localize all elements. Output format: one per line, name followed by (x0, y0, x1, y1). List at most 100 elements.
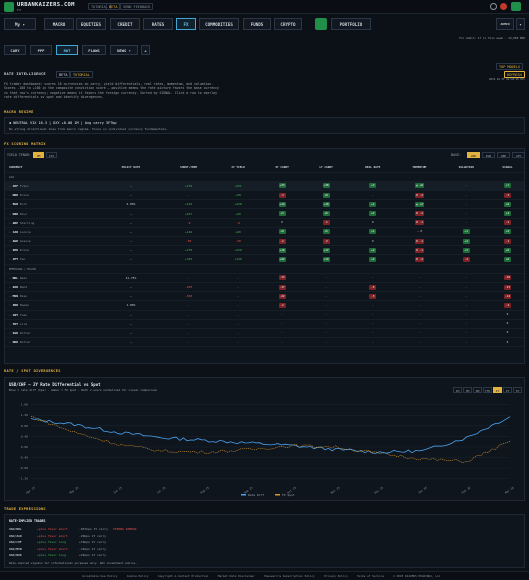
table-row[interactable]: ☆ TRY Lira————————0 (5, 319, 524, 328)
base-eur[interactable]: EUR (482, 152, 495, 158)
dropdown-my[interactable]: My ▾ (4, 18, 36, 30)
col-header[interactable]: REAL RATE (348, 163, 397, 172)
base-jpy[interactable]: JPY (512, 152, 525, 158)
tenor-3m[interactable]: 3M (33, 152, 44, 158)
range-3m[interactable]: 3M (463, 387, 472, 393)
sig-cell: +6 (491, 255, 524, 264)
table-row[interactable]: ☆ CAD Loonie—+146+90+9+5+1— 0+1+4 (5, 227, 524, 236)
policy-cell: — (101, 237, 161, 246)
tenor-10y[interactable]: 10Y (46, 152, 57, 158)
tab-cary[interactable]: CARY (4, 45, 26, 55)
matrix-card: YIELD TENOR: 3M 10Y BASE: USD EUR GBP JP… (4, 148, 525, 364)
table-row[interactable]: ☆ MXN Peso—-363—-22—-3——-14 (5, 292, 524, 301)
tab-ppp[interactable]: PPP (30, 45, 52, 55)
real-value: +1 (369, 202, 376, 207)
base-usd[interactable]: USD (467, 152, 480, 158)
nav-commodities[interactable]: COMMODITIES (199, 18, 239, 30)
trade-pair: USD/ZAR (9, 534, 22, 538)
val-value: — (463, 193, 470, 198)
table-row[interactable]: ☆ NOK Krone——+58-3+8—▼ -4—-3 (5, 191, 524, 200)
divergence-card: USD/CHF — 2Y Rate Differential vs Spot B… (4, 377, 525, 501)
range-2y[interactable]: 2Y (503, 387, 512, 393)
short-cell: — (161, 338, 216, 347)
col-header[interactable]: SIGNAL (491, 163, 524, 172)
tab-rot[interactable]: ROT (56, 45, 78, 55)
table-row[interactable]: ☆ ZAR Rand—-283—-17—-5——-13 (5, 282, 524, 291)
nav-rates[interactable]: RATES (143, 18, 173, 30)
logo-icon[interactable] (4, 2, 14, 12)
table-row[interactable]: ☆ HKD Dollar————————0 (5, 338, 524, 347)
range-5y[interactable]: 5Y (513, 387, 522, 393)
short-cell: +276 (161, 181, 216, 190)
col-header[interactable]: MOMENTUM (398, 163, 442, 172)
add-tab-button[interactable]: + (141, 45, 150, 55)
val-value: — (463, 211, 470, 216)
col-header[interactable]: 2Y YIELD (216, 163, 260, 172)
policy-cell: 2.00% (101, 200, 161, 209)
mom-cell: — (398, 328, 442, 337)
matrix-title: FX SCORING MATRIX (4, 142, 46, 146)
range-1m[interactable]: 1M (453, 387, 462, 393)
avatar[interactable] (511, 2, 521, 11)
base-gbp[interactable]: GBP (497, 152, 510, 158)
top-models-button[interactable]: TOP MODELS (496, 63, 523, 70)
col-header[interactable]: CURRENCY (5, 163, 101, 172)
policy-cell: — (101, 310, 161, 319)
range-1y[interactable]: 1Y (493, 387, 502, 393)
sig-cell: +6 (491, 246, 524, 255)
rate-intel-tutorial-badge[interactable]: TUTORIAL (70, 71, 93, 78)
nav-credit[interactable]: CREDIT (110, 18, 140, 30)
series-line-rate-diff (31, 417, 510, 454)
nav-equities[interactable]: EQUITIES (76, 18, 106, 30)
val-cell: — (442, 310, 491, 319)
lt-value: — (323, 312, 330, 317)
col-header[interactable]: VALUATION (442, 163, 491, 172)
nav-crypto[interactable]: CRYPTO (274, 18, 302, 30)
y2-cell: +20 (216, 209, 260, 218)
col-header[interactable]: POLICY RATE (101, 163, 161, 172)
st-value: -2 (279, 303, 286, 308)
nav-portfolio[interactable]: PORTFOLIO (331, 18, 371, 30)
table-row[interactable]: ☆ JPY Yen—+363+340+22+19+4▼ -2-4+6 (5, 255, 524, 264)
policy-cell: — (101, 255, 161, 264)
real-value: -3 (369, 294, 376, 299)
portfolio-icon[interactable] (315, 18, 327, 30)
table-row[interactable]: ☆ CHF Franc—+276+351+33+38+3▲ +8—+7 (5, 181, 524, 190)
range-ytd[interactable]: YTD (483, 387, 492, 393)
lt-value: +38 (323, 183, 330, 188)
col-header[interactable]: SHORT-TERM (161, 163, 216, 172)
nav-fx[interactable]: FX (176, 18, 196, 30)
real-cell: — (348, 328, 397, 337)
table-row[interactable]: ☆ CNY Yuan————————0 (5, 310, 524, 319)
tab-flows[interactable]: FLOWS (82, 45, 106, 55)
refresh-button[interactable]: REFRESH (504, 71, 525, 78)
sig-cell: 0 (491, 310, 524, 319)
nav-macro[interactable]: MACRO (44, 18, 74, 30)
nav-funds[interactable]: FUNDS (243, 18, 271, 30)
col-header[interactable]: ST CARRY (260, 163, 304, 172)
table-row[interactable]: ☆ SEK Krona—+270+259+16+17+2▼ -1+3+6 (5, 246, 524, 255)
menu-button[interactable]: ▾ (516, 18, 525, 30)
col-header[interactable]: LT CARRY (304, 163, 348, 172)
lt-cell: — (304, 292, 348, 301)
brand-name[interactable]: URBANKAIZERS.COM (17, 2, 75, 8)
short-cell: -363 (161, 292, 216, 301)
mom-value: — (416, 285, 423, 290)
mom-value: ▲ +8 (415, 183, 424, 188)
st-cell: -13 (260, 273, 304, 282)
settings-icon[interactable] (490, 3, 497, 10)
lt-value: -3 (323, 239, 330, 244)
tab-news[interactable]: NEWS ▾ (110, 45, 138, 55)
lt-value: +19 (323, 257, 330, 262)
admin-button[interactable]: ADMIN (496, 18, 514, 30)
table-row[interactable]: ☆ SGD Dollar————————0 (5, 328, 524, 337)
notification-icon[interactable] (500, 3, 507, 10)
feedback-link[interactable]: SEND FEEDBACK (120, 3, 153, 10)
table-row[interactable]: ☆ NZD Kiwi—+017+20+3+6+1▼ -2—+2 (5, 209, 524, 218)
range-6m[interactable]: 6M (473, 387, 482, 393)
